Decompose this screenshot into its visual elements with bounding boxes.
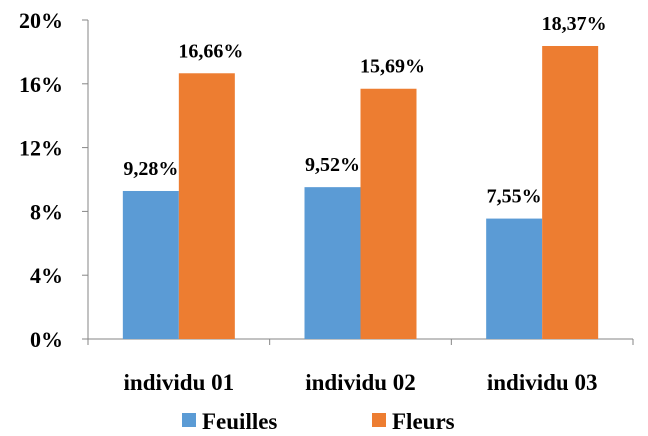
data-label: 7,55% — [487, 186, 542, 208]
y-tick-label: 12% — [19, 136, 63, 161]
data-label: 9,28% — [123, 158, 178, 180]
y-tick-label: 20% — [19, 8, 63, 33]
legend: Feuilles Fleurs — [182, 409, 455, 434]
legend-label: Fleurs — [392, 409, 455, 434]
data-label: 9,52% — [305, 154, 360, 176]
bar-fleurs — [360, 88, 417, 339]
x-tick-label: individu 02 — [305, 370, 416, 395]
value-labels: 9,28% 16,66% 9,52% 15,69% 7,55% 18,37% — [123, 13, 606, 208]
data-label: 15,69% — [360, 56, 425, 78]
bar-feuilles — [486, 218, 543, 339]
y-tick-label: 4% — [30, 263, 63, 288]
bars — [122, 45, 599, 339]
y-tick-label: 0% — [30, 327, 63, 352]
legend-swatch-feuilles — [182, 413, 196, 427]
bar-fleurs — [542, 45, 599, 339]
x-tick-label: individu 01 — [124, 370, 235, 395]
bar-feuilles — [122, 190, 179, 339]
y-axis: 0% 4% 8% 12% 16% 20% — [19, 8, 89, 352]
y-tick-label: 16% — [19, 72, 63, 97]
x-axis: individu 01 individu 02 individu 03 — [87, 338, 634, 395]
data-label: 18,37% — [542, 13, 607, 35]
legend-label: Feuilles — [202, 409, 277, 434]
x-tick-label: individu 03 — [487, 370, 598, 395]
bar-fleurs — [178, 73, 235, 339]
y-tick-label: 8% — [30, 199, 63, 224]
legend-swatch-fleurs — [372, 413, 386, 427]
data-label: 16,66% — [178, 40, 243, 62]
bar-feuilles — [304, 187, 361, 339]
